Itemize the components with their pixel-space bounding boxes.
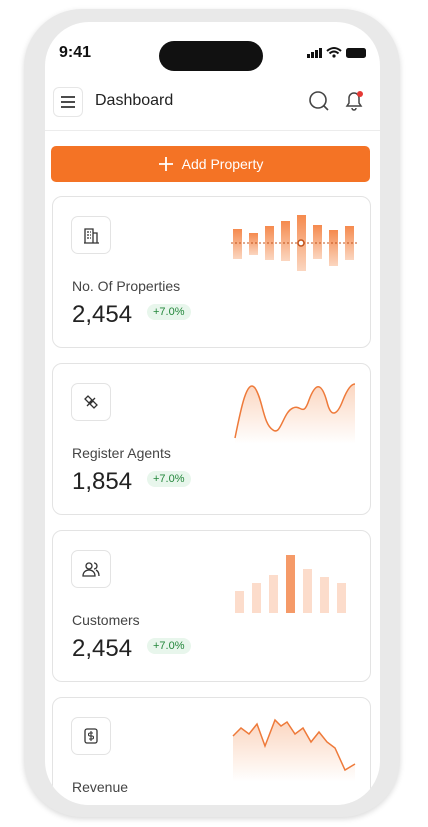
search-button[interactable]: [308, 90, 330, 112]
card-icon: [71, 216, 111, 254]
card-value: 2,454: [72, 635, 133, 662]
add-property-button[interactable]: Add Property: [51, 146, 370, 182]
notification-button[interactable]: [342, 88, 366, 112]
card-icon: [71, 383, 111, 421]
bar-sparkline: [235, 555, 346, 613]
card-label: No. Of Properties: [72, 278, 181, 294]
card-value: 2,454: [72, 301, 133, 328]
stat-card[interactable]: No. Of Properties 2,454 +7.0%: [52, 196, 371, 348]
stat-card[interactable]: Customers 2,454 +7.0%: [52, 530, 371, 682]
change-badge: +7.0%: [147, 471, 191, 487]
card-value: 1,854: [72, 468, 133, 495]
bar-sparkline: [231, 215, 357, 271]
page-title: Dashboard: [95, 92, 174, 109]
change-badge: +7.0%: [147, 638, 191, 654]
change-badge: +7.0%: [147, 304, 191, 320]
button-label: Add Property: [181, 156, 264, 172]
card-icon: [71, 550, 111, 588]
line-sparkline: [232, 718, 356, 782]
header-divider: [45, 130, 380, 131]
status-icons: [307, 47, 366, 58]
line-sparkline: [234, 383, 356, 444]
card-label: Register Agents: [72, 445, 171, 461]
dynamic-island: [159, 41, 263, 71]
card-icon: [71, 717, 111, 755]
card-label: Revenue: [72, 779, 129, 795]
menu-button[interactable]: [53, 87, 83, 117]
stat-card[interactable]: Revenue: [52, 697, 371, 805]
status-time: 9:41: [59, 44, 92, 61]
card-label: Customers: [72, 612, 140, 628]
stat-card[interactable]: Register Agents 1,854 +7.0%: [52, 363, 371, 515]
screen: 9:41 Dashboard Add Property No. Of Prope…: [45, 22, 380, 805]
